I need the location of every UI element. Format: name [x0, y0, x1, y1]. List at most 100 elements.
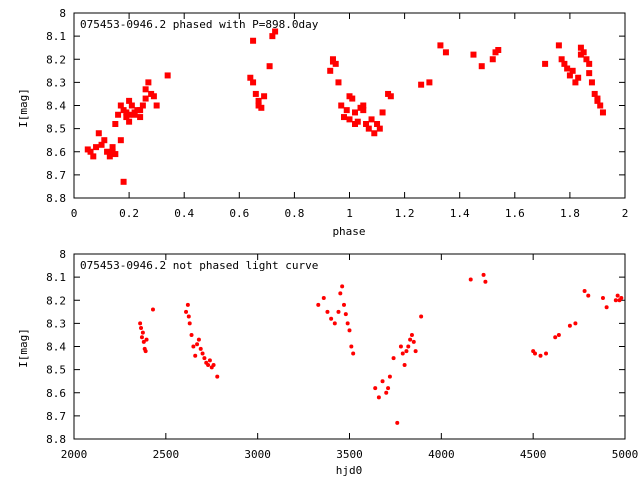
data-point [615, 293, 620, 298]
data-point [336, 309, 341, 314]
data-point [138, 321, 143, 326]
data-point [594, 97, 601, 104]
data-point [144, 337, 149, 342]
data-point [413, 349, 418, 354]
data-point [373, 386, 378, 391]
x-tick-label: 0.6 [229, 207, 249, 220]
data-point [556, 332, 561, 337]
data-point [586, 70, 593, 77]
y-tick-label: 8 [59, 7, 66, 20]
data-point [582, 289, 587, 293]
data-point [586, 60, 593, 67]
data-point [255, 102, 262, 109]
x-tick-label: 1 [346, 207, 353, 220]
data-point [193, 353, 198, 358]
y-tick-label: 8.2 [46, 53, 66, 66]
data-point [142, 95, 149, 102]
data-point [141, 339, 146, 344]
data-point [572, 79, 579, 86]
data-point [398, 344, 403, 349]
data-point [207, 358, 212, 363]
data-point [140, 330, 145, 335]
data-point [567, 323, 572, 328]
data-point [352, 121, 359, 127]
data-point [198, 346, 203, 351]
data-point [533, 351, 538, 356]
data-point [495, 47, 502, 53]
data-point [555, 42, 562, 49]
data-point [387, 93, 394, 100]
data-point [588, 79, 595, 86]
data-point [349, 344, 354, 349]
data-point [126, 118, 133, 125]
x-ticks-unphased: 2000 2500 3000 3500 4000 4500 5000 [61, 254, 638, 461]
x-axis-label-unphased: hjd0 [336, 464, 363, 477]
data-point [384, 390, 389, 395]
data-point [321, 295, 326, 300]
data-point [247, 74, 254, 81]
x-axis-label-phased: phase [332, 225, 365, 238]
y-tick-label: 8.3 [46, 76, 66, 89]
data-point [142, 86, 149, 93]
data-point [599, 109, 606, 116]
data-point [338, 291, 343, 296]
data-point [411, 339, 416, 344]
y-tick-label: 8.2 [46, 294, 66, 307]
data-point [566, 72, 573, 79]
data-point [112, 121, 119, 127]
data-point [442, 49, 449, 56]
data-point [349, 95, 356, 102]
data-point [483, 279, 488, 284]
data-point [332, 60, 339, 67]
data-point [575, 74, 582, 81]
data-point [327, 67, 334, 74]
data-point [255, 97, 262, 104]
x-tick-label: 3500 [336, 448, 363, 461]
y-tick-label: 8.8 [46, 192, 66, 205]
data-point [409, 332, 414, 337]
x-tick-label: 0.2 [119, 207, 139, 220]
data-point [131, 111, 138, 118]
data-point [325, 309, 330, 314]
x-tick-label: 1.4 [450, 207, 470, 220]
data-point [186, 314, 191, 319]
x-tick-label: 2 [622, 207, 629, 220]
data-point [266, 63, 273, 70]
x-tick-label: 4000 [428, 448, 455, 461]
data-point [335, 79, 342, 86]
data-point [109, 144, 116, 151]
data-point [196, 337, 201, 342]
data-point [553, 335, 558, 340]
data-point [261, 93, 268, 100]
data-point [95, 130, 102, 137]
data-point [189, 332, 194, 337]
data-point [341, 302, 346, 307]
data-point [371, 130, 378, 137]
y-tick-label: 8.1 [46, 30, 66, 43]
y-tick-label: 8.3 [46, 317, 66, 330]
data-point [123, 109, 130, 116]
data-point [187, 321, 192, 326]
data-point [185, 302, 190, 307]
data-point [591, 90, 598, 97]
data-point [191, 344, 196, 349]
data-point [468, 277, 473, 282]
data-point [376, 125, 383, 132]
data-point [600, 295, 605, 300]
data-point [406, 344, 411, 349]
data-point [379, 109, 386, 116]
data-point [368, 116, 375, 123]
data-point [272, 28, 279, 35]
data-point [316, 302, 321, 307]
data-point [250, 37, 257, 44]
data-point [139, 335, 144, 340]
data-point [489, 56, 496, 63]
data-point [577, 51, 584, 58]
x-tick-label: 0 [71, 207, 78, 220]
data-point [206, 363, 211, 367]
data-point [391, 356, 396, 361]
data-point [150, 307, 155, 312]
y-tick-label: 8.8 [46, 433, 66, 446]
y-tick-label: 8.4 [46, 341, 66, 354]
